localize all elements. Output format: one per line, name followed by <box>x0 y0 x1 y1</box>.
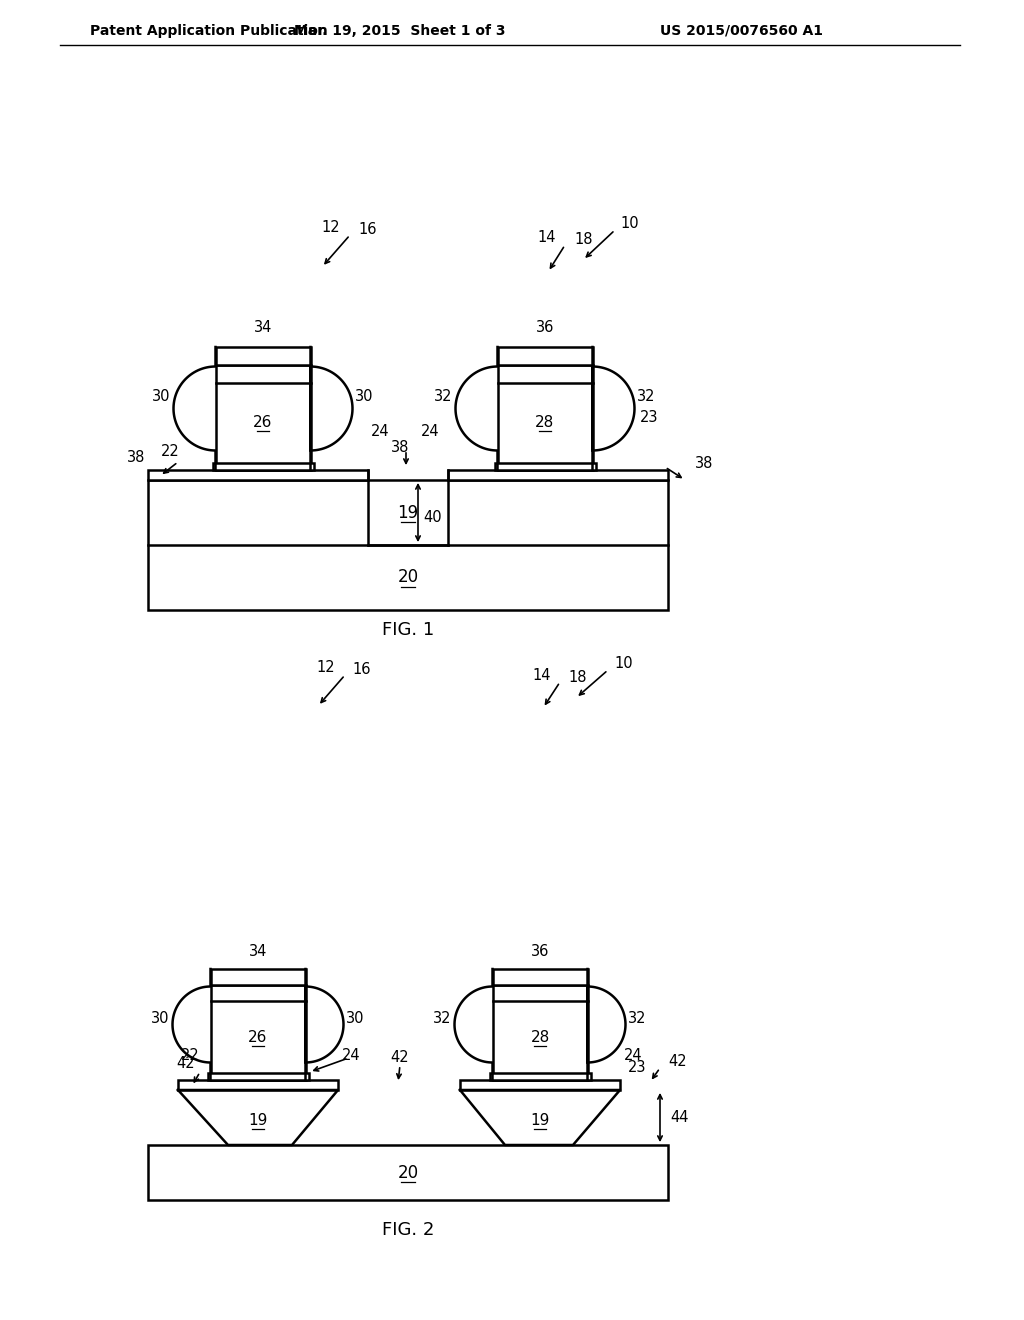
Text: 36: 36 <box>536 319 554 334</box>
Text: 18: 18 <box>568 669 587 685</box>
Bar <box>213 463 313 470</box>
Text: 28: 28 <box>536 414 555 430</box>
Text: 22: 22 <box>161 445 179 459</box>
Text: 42: 42 <box>391 1049 410 1064</box>
Text: Patent Application Publication: Patent Application Publication <box>90 24 328 38</box>
Bar <box>495 463 596 470</box>
Bar <box>148 1144 668 1200</box>
Bar <box>498 366 593 470</box>
Text: 30: 30 <box>355 389 374 404</box>
Bar <box>489 1073 591 1080</box>
Text: 42: 42 <box>668 1055 687 1069</box>
Text: FIG. 1: FIG. 1 <box>382 620 434 639</box>
Bar <box>449 470 668 480</box>
Text: 40: 40 <box>423 511 441 525</box>
Text: 32: 32 <box>433 1011 452 1026</box>
Text: 32: 32 <box>629 1011 647 1026</box>
Text: Mar. 19, 2015  Sheet 1 of 3: Mar. 19, 2015 Sheet 1 of 3 <box>294 24 506 38</box>
Text: 26: 26 <box>248 1030 267 1045</box>
Bar <box>148 480 668 610</box>
Text: 14: 14 <box>538 231 556 246</box>
Text: 23: 23 <box>640 411 658 425</box>
Text: 14: 14 <box>532 668 551 682</box>
Text: 30: 30 <box>152 1011 170 1026</box>
Text: 42: 42 <box>176 1056 195 1072</box>
Bar <box>493 985 588 1080</box>
Text: 24: 24 <box>342 1048 360 1063</box>
Text: FIG. 2: FIG. 2 <box>382 1221 434 1239</box>
Text: 19: 19 <box>248 1113 267 1127</box>
Text: 26: 26 <box>253 414 272 430</box>
Bar <box>493 969 588 985</box>
Text: 20: 20 <box>397 569 419 586</box>
Bar <box>211 985 305 1080</box>
Text: 36: 36 <box>530 944 549 958</box>
Bar <box>498 347 593 366</box>
Text: 32: 32 <box>637 389 655 404</box>
Bar <box>178 1080 338 1090</box>
Bar <box>148 470 368 480</box>
Text: 30: 30 <box>346 1011 365 1026</box>
Bar <box>211 969 305 985</box>
Text: 19: 19 <box>397 503 419 521</box>
Text: 16: 16 <box>358 223 377 238</box>
Text: 34: 34 <box>254 319 272 334</box>
Text: 44: 44 <box>670 1110 688 1125</box>
Bar <box>215 347 310 366</box>
Text: 24: 24 <box>625 1048 643 1063</box>
Text: 30: 30 <box>153 389 171 404</box>
Bar <box>460 1080 620 1090</box>
Bar <box>208 1073 308 1080</box>
Text: 16: 16 <box>352 663 371 677</box>
Text: 12: 12 <box>322 220 340 235</box>
Text: US 2015/0076560 A1: US 2015/0076560 A1 <box>660 24 823 38</box>
Text: 24: 24 <box>421 425 439 440</box>
Text: 20: 20 <box>397 1163 419 1181</box>
Text: 12: 12 <box>316 660 335 676</box>
Text: 28: 28 <box>530 1030 550 1045</box>
Text: 38: 38 <box>391 441 410 455</box>
Text: 18: 18 <box>574 232 593 248</box>
Text: 23: 23 <box>629 1060 647 1076</box>
Text: 38: 38 <box>695 457 714 471</box>
Text: 10: 10 <box>614 656 633 671</box>
Text: 38: 38 <box>127 450 145 466</box>
Text: 34: 34 <box>249 944 267 958</box>
Bar <box>215 366 310 470</box>
Text: 19: 19 <box>530 1113 550 1127</box>
Text: 24: 24 <box>371 425 389 440</box>
Text: 10: 10 <box>620 215 639 231</box>
Text: 32: 32 <box>434 389 453 404</box>
Text: 22: 22 <box>180 1048 200 1063</box>
